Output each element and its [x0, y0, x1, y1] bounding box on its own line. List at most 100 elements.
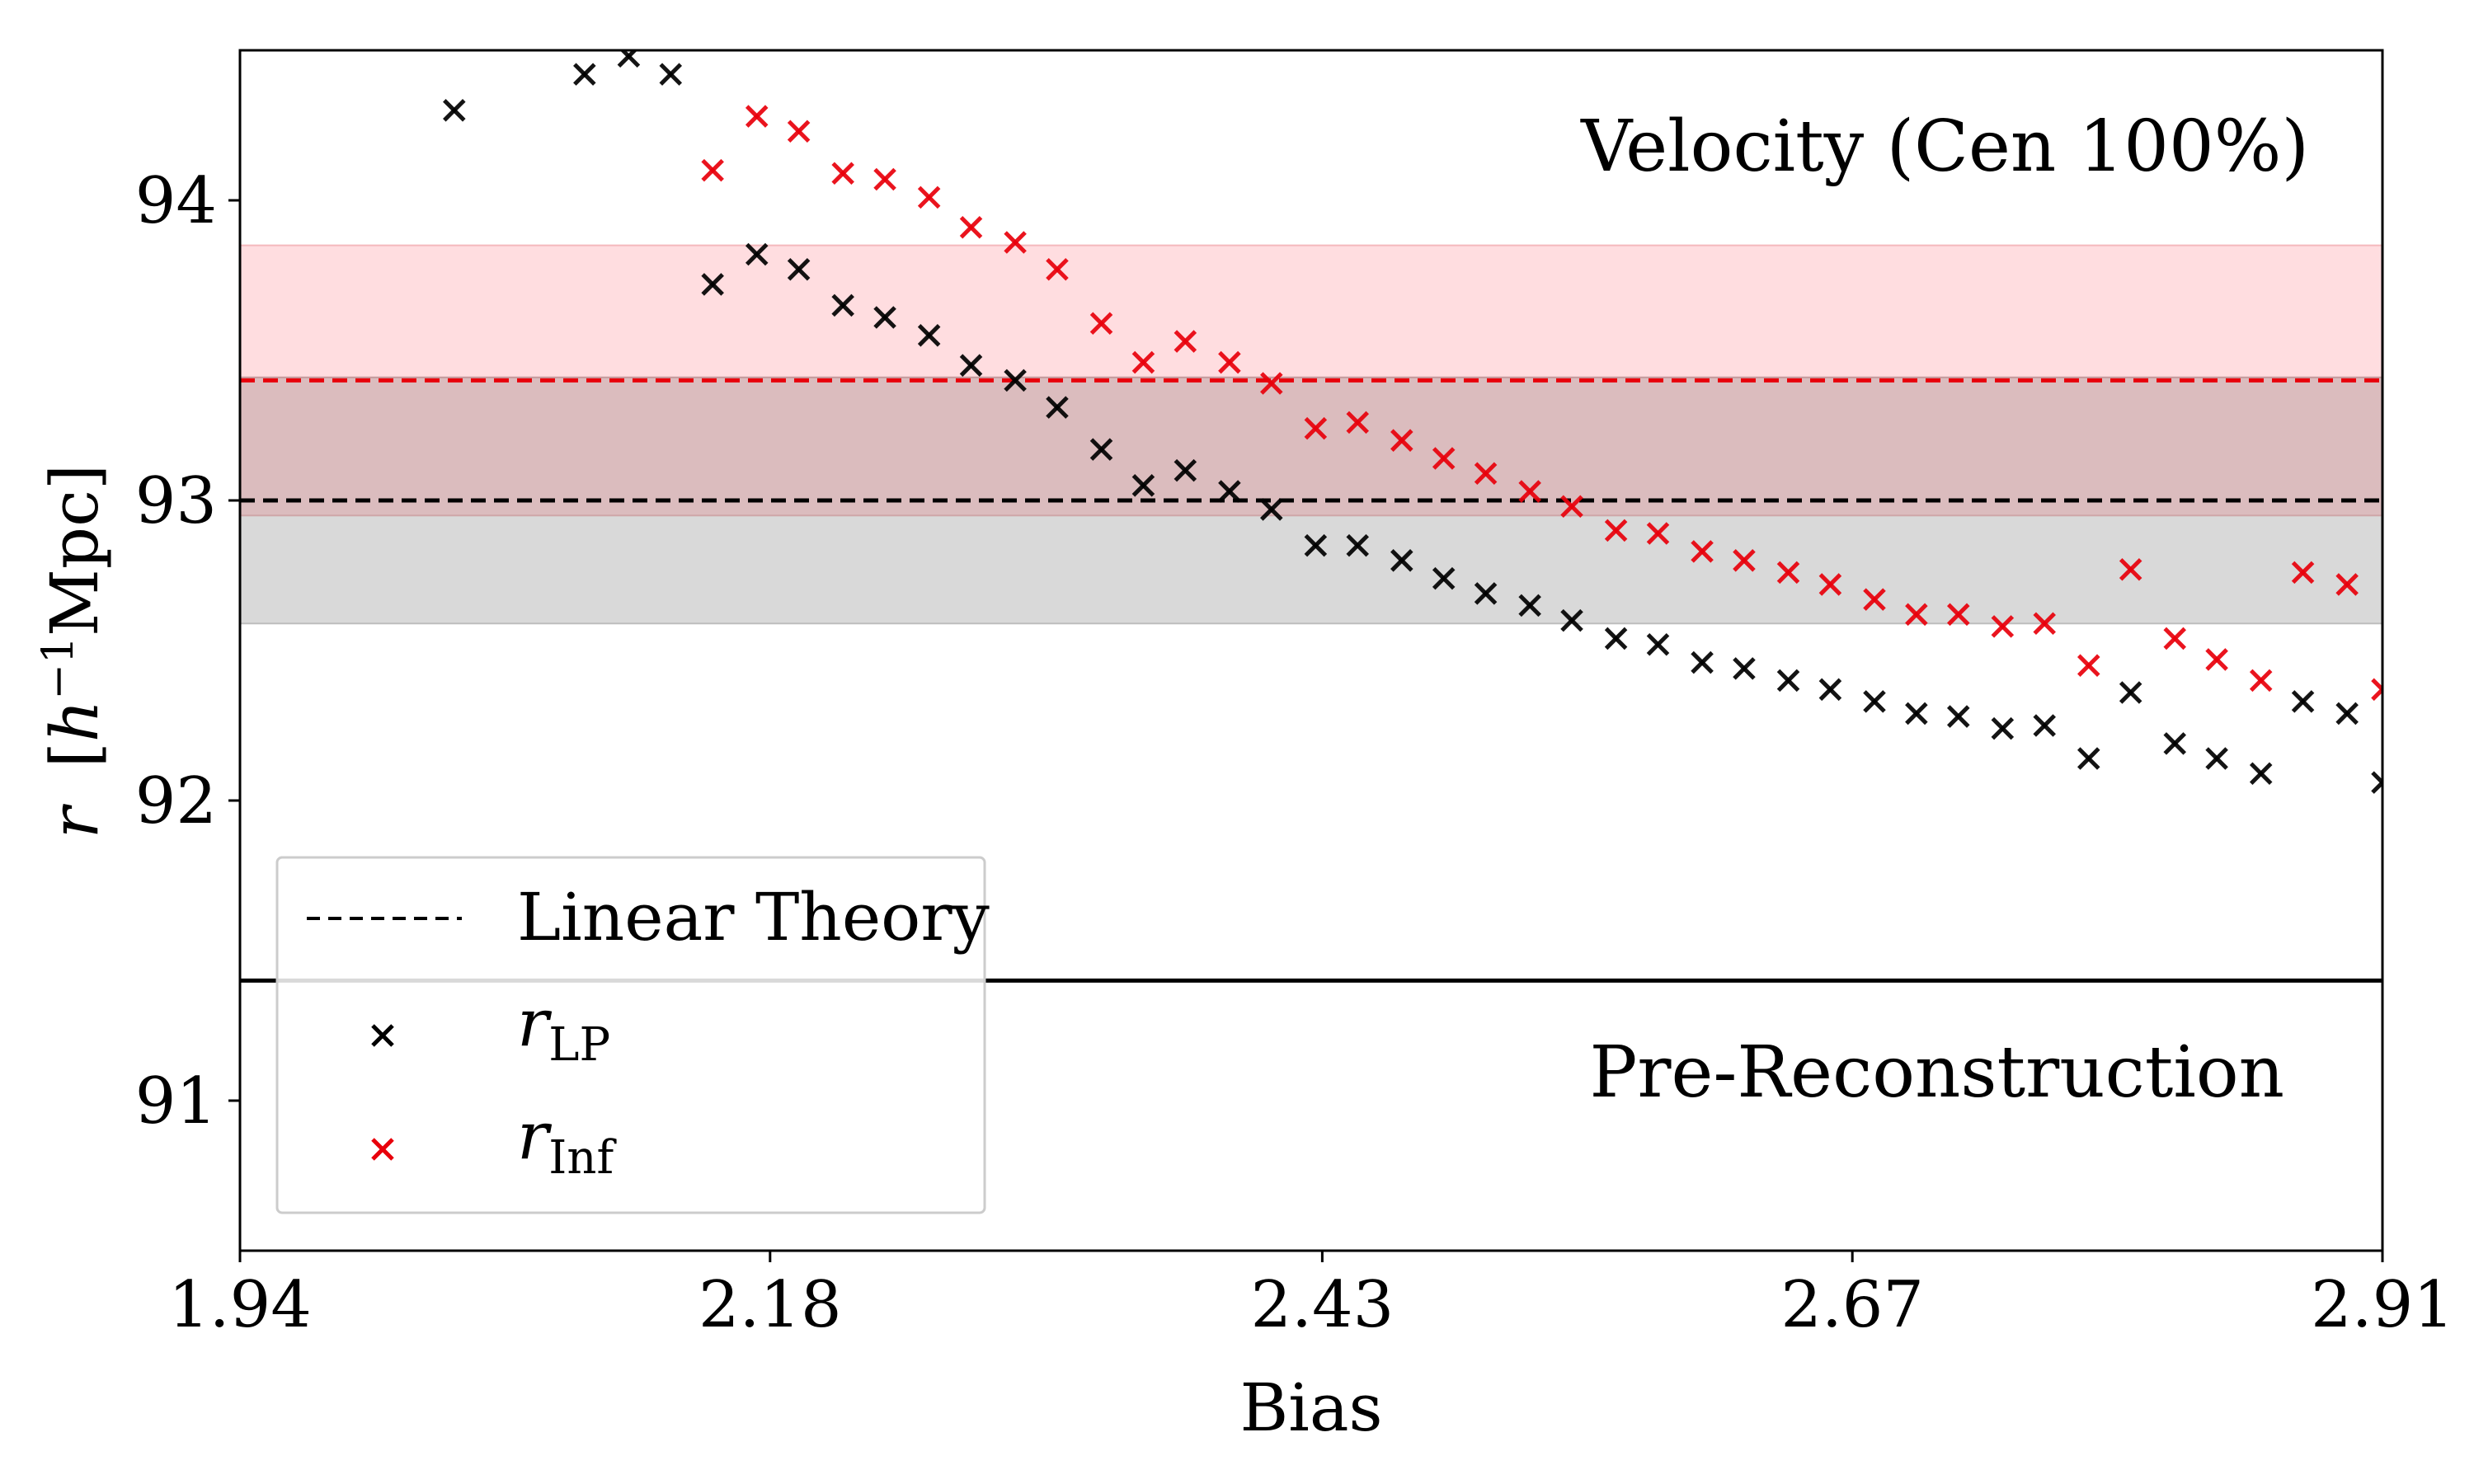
- lp-point: [617, 50, 641, 68]
- lp-point: [787, 257, 811, 281]
- lp-point: [1174, 458, 1197, 482]
- y-tick-label: 91: [135, 1064, 217, 1139]
- lp-point: [917, 324, 941, 347]
- y-axis-ticks: 91 92 93 94: [135, 164, 240, 1139]
- inf-point: [1905, 603, 1928, 627]
- legend-lp-marker: [371, 1024, 394, 1047]
- inf-point: [1818, 573, 1842, 596]
- inf-point: [2291, 561, 2315, 585]
- legend-inf-subscript: Inf: [548, 1131, 617, 1185]
- lp-point: [2371, 771, 2382, 794]
- inf-point: [1560, 495, 1583, 519]
- annotation-pre-reconstruction: Pre-Reconstruction: [1590, 1031, 2285, 1114]
- inf-point: [2205, 648, 2228, 671]
- x-axis-ticks: 1.94 2.18 2.43 2.67 2.91: [168, 1251, 2454, 1342]
- lp-point: [1733, 657, 1756, 680]
- inf-point: [2033, 612, 2056, 636]
- series-markers: [443, 50, 2382, 794]
- lp-point: [1905, 702, 1928, 726]
- x-tick-label: 2.18: [698, 1268, 842, 1342]
- lp-point: [1432, 566, 1456, 590]
- inf-point: [1863, 588, 1886, 611]
- legend-inf-marker: [371, 1138, 394, 1161]
- y-tick-label: 94: [135, 164, 217, 238]
- lp-point: [2249, 762, 2273, 786]
- inf-point: [1004, 231, 1027, 254]
- lp-point: [1004, 369, 1027, 392]
- lp-point: [2163, 732, 2187, 755]
- lp-point: [2291, 690, 2315, 713]
- lp-point: [745, 242, 769, 266]
- inf-point: [2335, 573, 2359, 596]
- inf-point: [1346, 411, 1370, 434]
- inf-point: [1776, 561, 1800, 585]
- y-tick-label: 93: [135, 464, 217, 538]
- lp-point: [1218, 480, 1241, 503]
- lp-point: [2335, 702, 2359, 726]
- lp-point: [831, 294, 854, 317]
- inf-point: [2119, 557, 2142, 581]
- legend-linear-theory-label: Linear Theory: [517, 879, 990, 956]
- lp-point: [1046, 396, 1069, 419]
- legend-lp-label: rLP: [517, 984, 610, 1072]
- inf-point: [1474, 462, 1498, 486]
- legend-inf-label: rInf: [517, 1097, 617, 1185]
- inf-point: [1733, 549, 1756, 572]
- lp-point: [659, 63, 683, 86]
- x-tick-label: 2.91: [2311, 1268, 2454, 1342]
- lp-point: [1691, 650, 1714, 674]
- lp-point: [1474, 582, 1498, 605]
- inf-point: [917, 186, 941, 209]
- lp-point: [1818, 678, 1842, 702]
- lp-point: [1346, 533, 1370, 557]
- inf-point: [1390, 429, 1413, 452]
- band-overlap: [240, 377, 2382, 516]
- y-axis-label-exp: −1: [34, 636, 83, 700]
- lp-point: [1518, 594, 1541, 618]
- y-axis-label-symbol: r: [36, 803, 113, 838]
- lp-point: [1776, 669, 1800, 693]
- lp-point: [1390, 549, 1413, 572]
- inf-point: [1518, 480, 1541, 503]
- inf-point: [1991, 615, 2015, 638]
- lp-point: [2077, 747, 2100, 770]
- x-tick-label: 2.67: [1780, 1268, 1924, 1342]
- inf-point: [1218, 350, 1241, 374]
- lp-point: [573, 63, 596, 86]
- inf-point: [2077, 654, 2100, 677]
- inf-point: [1432, 447, 1456, 470]
- inf-point: [787, 120, 811, 143]
- lp-point: [873, 306, 896, 329]
- plot-frame: [238, 49, 2384, 1252]
- lp-point: [1646, 632, 1670, 656]
- inf-point: [1260, 372, 1283, 395]
- y-axis-label: r [h−1Mpc]: [34, 464, 113, 838]
- lp-point: [1089, 438, 1113, 461]
- lp-point: [443, 99, 466, 122]
- x-tick-label: 2.43: [1251, 1268, 1395, 1342]
- inf-point: [831, 162, 854, 186]
- inf-point: [1304, 416, 1328, 440]
- annotation-velocity: Velocity (Cen 100%): [1580, 106, 2309, 188]
- y-axis-label-open: [: [36, 742, 113, 768]
- inf-point: [1046, 257, 1069, 281]
- inf-point: [1646, 522, 1670, 545]
- lp-point: [1304, 533, 1328, 557]
- lp-point: [1863, 690, 1886, 713]
- lp-point: [2119, 681, 2142, 704]
- inf-point: [2371, 678, 2382, 702]
- legend-lp-subscript: LP: [548, 1018, 610, 1072]
- inf-point: [745, 105, 769, 128]
- lp-point: [1604, 627, 1628, 650]
- lp-point: [701, 273, 724, 296]
- lp-point: [2205, 747, 2228, 770]
- lp-point: [1560, 608, 1583, 632]
- inf-point: [701, 158, 724, 182]
- x-tick-label: 1.94: [168, 1268, 312, 1342]
- legend-box: [275, 856, 986, 1214]
- y-axis-label-h: h: [36, 700, 113, 743]
- legend-inf-symbol: r: [517, 1097, 553, 1174]
- x-axis-label: Bias: [1239, 1369, 1382, 1446]
- inf-point: [1604, 519, 1628, 542]
